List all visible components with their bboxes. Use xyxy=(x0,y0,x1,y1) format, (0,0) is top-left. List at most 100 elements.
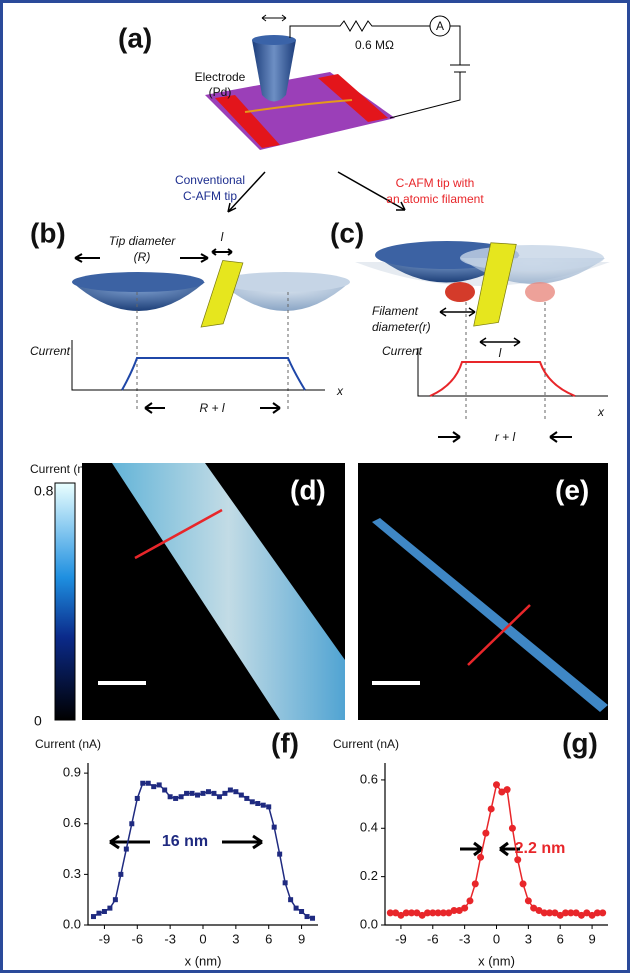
data-point xyxy=(140,781,145,786)
panel-c: (c) Filament diameter(r) l Current x r +… xyxy=(330,217,610,444)
ammeter-label: A xyxy=(436,19,444,33)
data-point xyxy=(261,803,266,808)
data-point xyxy=(135,796,140,801)
afm-tip-top xyxy=(252,35,296,45)
x-axis-title: x (nm) xyxy=(185,953,222,968)
x-tick-label: 0 xyxy=(493,931,500,946)
data-point xyxy=(266,804,271,809)
y-tick-label: 0.2 xyxy=(360,868,378,883)
y-axis-title: Current (nA) xyxy=(333,737,399,751)
annotation: 16 nm xyxy=(162,833,208,850)
data-point xyxy=(294,906,299,911)
x-tick-label: 6 xyxy=(265,931,272,946)
data-point xyxy=(520,880,527,887)
data-point xyxy=(179,794,184,799)
data-point xyxy=(504,786,511,793)
x-tick-label: 3 xyxy=(232,931,239,946)
y-tick-label: 0.6 xyxy=(360,771,378,786)
x-tick-label: -6 xyxy=(132,931,144,946)
y-tick-label: 0.0 xyxy=(360,916,378,931)
current-profile xyxy=(430,362,575,396)
l-label: l xyxy=(221,230,224,244)
data-point xyxy=(477,854,484,861)
data-point xyxy=(124,847,129,852)
axes xyxy=(72,340,325,390)
y-tick-label: 0.4 xyxy=(360,820,378,835)
panel-label: (a) xyxy=(118,22,152,53)
tip-disc-top xyxy=(72,272,204,292)
x-tick-label: 6 xyxy=(557,931,564,946)
figure: (a) A 0.6 MΩ Electrode (Pd) Conventional… xyxy=(0,0,630,973)
current-label: Current xyxy=(30,344,71,358)
filament-tip-label: C-AFM tip with xyxy=(396,176,475,190)
data-point xyxy=(190,791,195,796)
width-label: R + l xyxy=(199,401,224,415)
resistor-label: 0.6 MΩ xyxy=(355,38,394,52)
data-point xyxy=(96,911,101,916)
nanotube xyxy=(201,257,243,334)
x-tick-label: -9 xyxy=(99,931,111,946)
data-point xyxy=(217,794,222,799)
x-tick-label: 9 xyxy=(588,931,595,946)
filament-diameter-label: diameter(r) xyxy=(372,320,431,334)
colorbar-min: 0 xyxy=(34,713,42,729)
data-point xyxy=(173,796,178,801)
data-point xyxy=(211,791,216,796)
panel-label: (e) xyxy=(555,474,589,505)
x-tick-label: -3 xyxy=(164,931,176,946)
data-point xyxy=(239,793,244,798)
data-point xyxy=(151,784,156,789)
y-axis-title: Current (nA) xyxy=(35,737,101,751)
data-point xyxy=(525,897,532,904)
data-point xyxy=(299,909,304,914)
data-point xyxy=(228,788,233,793)
data-point xyxy=(277,852,282,857)
data-point xyxy=(288,897,293,902)
data-point xyxy=(461,905,468,912)
annotation: 2.2 nm xyxy=(515,840,566,857)
data-point xyxy=(488,805,495,812)
data-point xyxy=(255,801,260,806)
current-profile xyxy=(122,358,305,390)
colorbar xyxy=(55,483,75,720)
filament xyxy=(525,282,555,302)
panel-label: (c) xyxy=(330,217,364,248)
data-point xyxy=(107,906,112,911)
x-tick-label: -3 xyxy=(459,931,471,946)
data-point xyxy=(493,781,500,788)
tip-diameter-label: Tip diameter xyxy=(109,234,177,248)
data-point xyxy=(283,880,288,885)
data-point xyxy=(162,788,167,793)
panel-d: Current (nA) 0.8 0 (d) xyxy=(30,462,345,729)
width-label: r + l xyxy=(495,430,516,444)
panel-label: (b) xyxy=(30,217,66,248)
data-point xyxy=(233,789,238,794)
colorbar-max: 0.8 xyxy=(34,483,54,499)
data-point xyxy=(146,781,151,786)
data-point xyxy=(113,897,118,902)
panel-e: (e) xyxy=(358,463,608,720)
x-label: x xyxy=(597,405,605,419)
x-axis-title: x (nm) xyxy=(478,953,515,968)
panel-a: (a) A 0.6 MΩ Electrode (Pd) Conventional… xyxy=(118,15,484,212)
data-point xyxy=(509,825,516,832)
filament-diameter-label: Filament xyxy=(372,304,419,318)
data-point xyxy=(157,782,162,787)
data-point xyxy=(244,796,249,801)
panel-label: (d) xyxy=(290,474,326,505)
axes xyxy=(418,348,608,396)
tip-disc-top xyxy=(220,272,350,292)
tip-diameter-label: (R) xyxy=(134,250,151,264)
annotation-arrows xyxy=(460,843,520,855)
y-tick-label: 0.9 xyxy=(63,765,81,780)
x-tick-label: -6 xyxy=(427,931,439,946)
current-label: Current xyxy=(382,344,423,358)
data-point xyxy=(482,830,489,837)
arrows xyxy=(75,249,232,262)
data-point xyxy=(250,799,255,804)
x-tick-label: 9 xyxy=(298,931,305,946)
page: (a) A 0.6 MΩ Electrode (Pd) Conventional… xyxy=(0,0,630,973)
filament xyxy=(445,282,475,302)
data-point xyxy=(206,789,211,794)
x-label: x xyxy=(336,384,344,398)
